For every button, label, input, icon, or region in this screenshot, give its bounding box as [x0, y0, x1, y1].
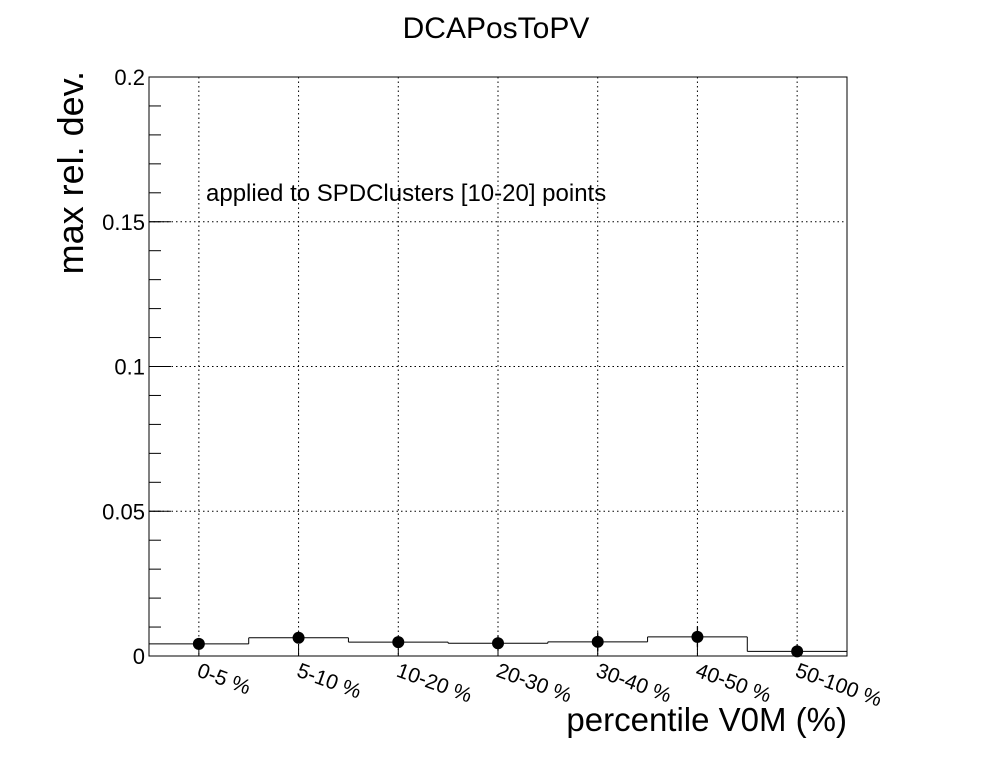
- chart-annotation: applied to SPDClusters [10-20] points: [206, 180, 606, 207]
- x-axis-label: percentile V0M (%): [566, 701, 847, 738]
- data-point: [691, 630, 704, 643]
- x-tick-label: 5-10 %: [294, 659, 364, 703]
- y-tick-label: 0: [133, 644, 145, 669]
- y-tick-labels: 0 0.05 0.1 0.15 0.2: [102, 65, 145, 669]
- y-tick-label: 0.05: [102, 499, 145, 524]
- data-point: [292, 631, 305, 644]
- y-tick-label: 0.2: [114, 65, 145, 90]
- chart-title: DCAPosToPV: [403, 12, 590, 45]
- plot-frame: [148, 76, 848, 657]
- data-point: [591, 635, 604, 648]
- y-tick-label: 0.15: [102, 210, 145, 235]
- x-tick-label: 0-5 %: [194, 659, 253, 699]
- data-points: [192, 626, 804, 658]
- data-point: [791, 645, 804, 658]
- data-point: [192, 637, 205, 650]
- y-axis-label: max rel. dev.: [50, 71, 91, 274]
- grid-lines: [149, 77, 847, 656]
- data-point: [392, 636, 405, 649]
- x-tick-label: 10-20 %: [394, 659, 475, 707]
- x-tick-label: 20-30 %: [493, 659, 574, 707]
- data-point: [492, 637, 504, 650]
- y-tick-label: 0.1: [114, 355, 145, 380]
